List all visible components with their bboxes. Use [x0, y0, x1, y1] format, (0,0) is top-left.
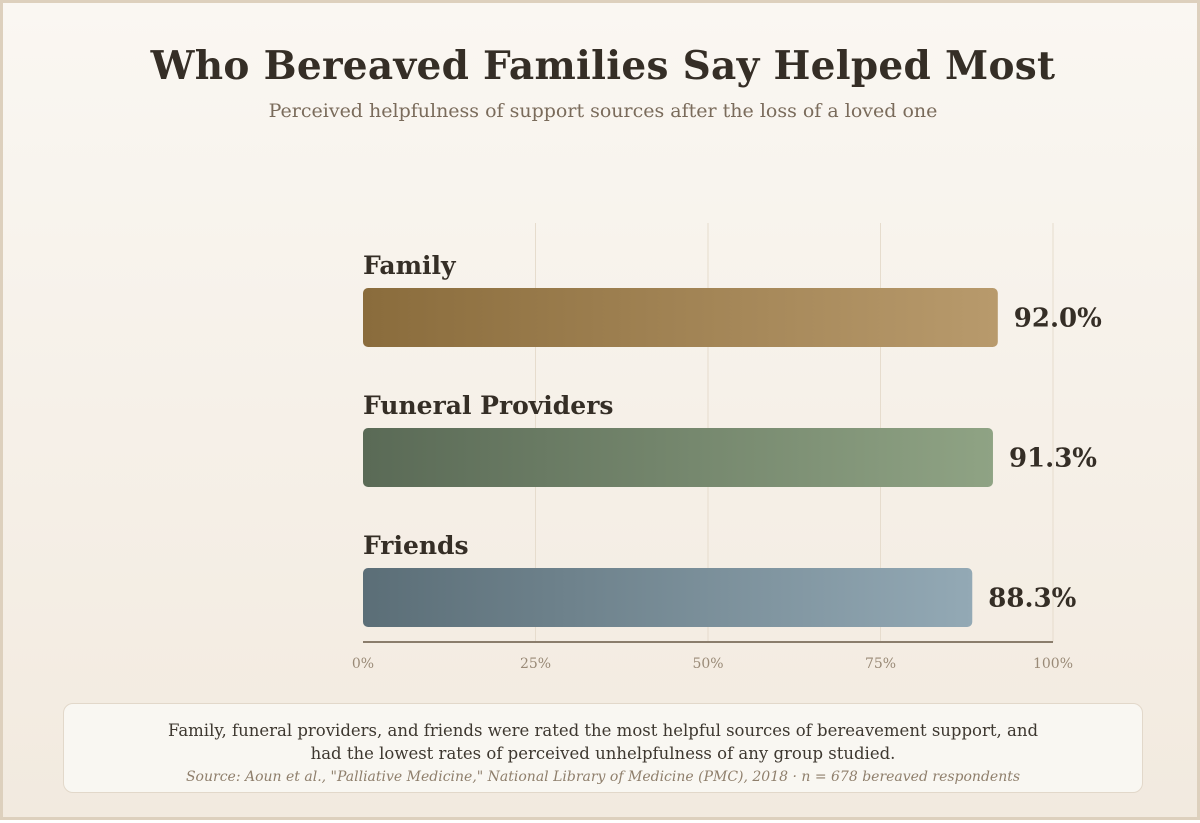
bar	[363, 288, 998, 347]
data-label: 88.3%	[988, 584, 1076, 614]
tick-label: 75%	[865, 656, 896, 672]
chart-subtitle: Perceived helpfulness of support sources…	[268, 100, 938, 122]
tick-label: 50%	[692, 656, 723, 672]
axis-layer: 0% 25% 50% 75% 100%	[352, 641, 1073, 672]
footer-note: Family, funeral providers, and friends w…	[167, 721, 1039, 763]
data-label: 92.0%	[1014, 304, 1102, 334]
chart-title: Who Bereaved Families Say Helped Most	[150, 43, 1056, 89]
tick-label: 25%	[520, 656, 551, 672]
footer-note-box: Family, funeral providers, and friends w…	[63, 703, 1143, 793]
category-label: Friends	[363, 531, 469, 560]
bar-chart: Family 92.0% Funeral Providers 91.3% Friends…	[352, 223, 1102, 672]
tick-label: 100%	[1033, 656, 1073, 672]
bar	[363, 428, 993, 487]
tick-label: 0%	[352, 656, 374, 672]
data-label: 91.3%	[1009, 444, 1097, 474]
source-citation: Source: Aoun et al., "Palliative Medicin…	[185, 769, 1021, 785]
category-label: Funeral Providers	[363, 391, 613, 420]
category-label: Family	[363, 251, 457, 280]
bar	[363, 568, 973, 627]
bar-layer: Family 92.0% Funeral Providers 91.3% Friends…	[363, 251, 1102, 627]
